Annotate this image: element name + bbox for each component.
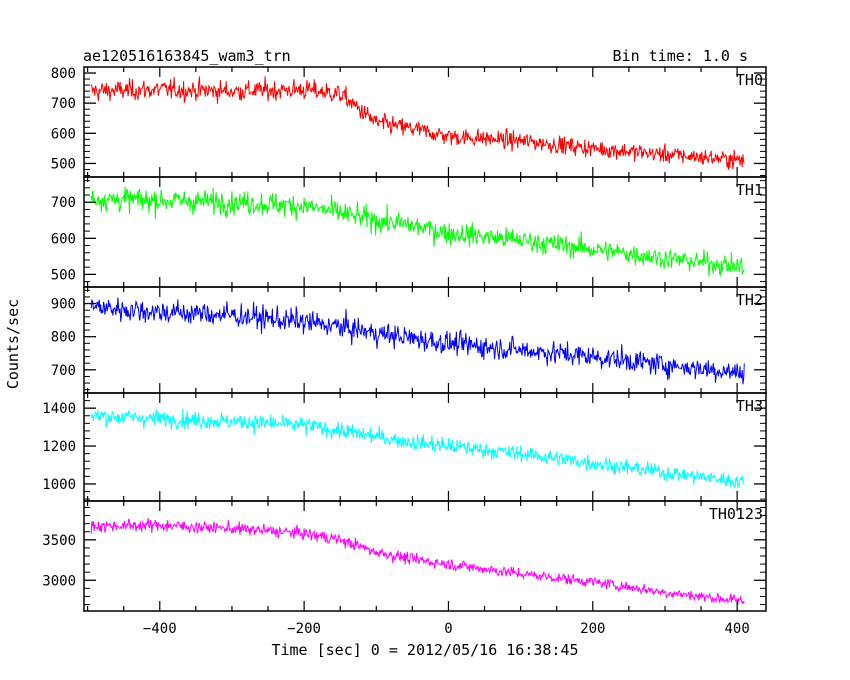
y-tick-label: 3500	[42, 533, 76, 549]
panel-frame	[83, 500, 767, 612]
y-tick-label: 700	[51, 195, 76, 211]
y-tick-label: 800	[51, 330, 76, 346]
series-line-th0123	[90, 518, 745, 605]
panels-group: 500 600 700 800 TH0 500 600 700 TH1 700 800 900 TH2 1…	[42, 66, 767, 637]
panel-frame	[83, 176, 767, 288]
panel-th0123: 3000 3500 TH0123	[42, 500, 767, 612]
y-tick-label: 600	[51, 126, 76, 142]
y-tick-label: 700	[51, 363, 76, 379]
bin-time-label: Bin time: 1.0 s	[613, 47, 748, 65]
x-tick-label: 400	[724, 621, 749, 637]
y-axis-label: Counts/sec	[4, 299, 22, 389]
chart-title: ae120516163845_wam3_trn	[83, 47, 291, 65]
y-tick-label: 500	[51, 267, 76, 283]
x-tick-label: 0	[444, 621, 452, 637]
y-tick-label: 1200	[42, 439, 76, 455]
panel-label: TH2	[736, 291, 763, 309]
y-tick-label: 1000	[42, 477, 76, 493]
x-tick-label: −400	[143, 621, 177, 637]
y-tick-label: 800	[51, 66, 76, 82]
y-tick-label: 600	[51, 231, 76, 247]
x-tick-label: −200	[287, 621, 321, 637]
y-tick-label: 700	[51, 96, 76, 112]
panel-label: TH1	[736, 181, 763, 199]
panel-th3: 1000 1200 1400 TH3	[42, 392, 767, 502]
y-tick-label: 1400	[42, 401, 76, 417]
series-line-th1	[90, 186, 745, 277]
series-line-th2	[90, 297, 745, 385]
y-tick-label: 3000	[42, 573, 76, 589]
y-tick-label: 900	[51, 297, 76, 313]
panel-th0: 500 600 700 800 TH0	[51, 66, 767, 178]
panel-label: TH3	[736, 397, 763, 415]
panel-label: TH0	[736, 71, 763, 89]
series-line-th0	[90, 76, 745, 170]
series-line-th3	[90, 408, 745, 489]
panel-label: TH0123	[709, 505, 763, 523]
x-tick-label: 200	[580, 621, 605, 637]
panel-th1: 500 600 700 TH1	[51, 176, 767, 288]
y-tick-label: 500	[51, 156, 76, 172]
panel-th2: 700 800 900 TH2	[51, 286, 767, 394]
x-axis-label: Time [sec] 0 = 2012/05/16 16:38:45	[271, 641, 578, 659]
